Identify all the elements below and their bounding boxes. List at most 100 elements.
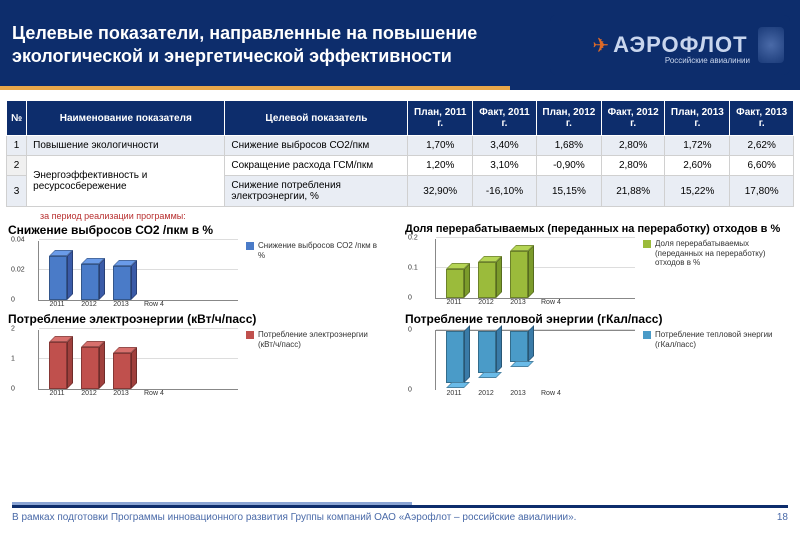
table-header-row: № Наименование показателя Целевой показа… bbox=[7, 101, 794, 136]
x-labels: 2011 2012 2013 Row 4 bbox=[445, 299, 783, 306]
chart-bar bbox=[478, 331, 496, 391]
y-tick: 0 bbox=[11, 297, 15, 304]
x-label: 2013 bbox=[509, 299, 527, 306]
chart-plot: 00.020.04 bbox=[38, 241, 238, 301]
y-tick: 0.04 bbox=[11, 237, 25, 244]
gridline bbox=[39, 239, 238, 240]
col-target: Целевой показатель bbox=[225, 101, 408, 136]
legend-label: Потребление тепловой энергии (гКал/пасс) bbox=[655, 330, 783, 349]
x-label: 2012 bbox=[80, 390, 98, 397]
y-tick: 0 bbox=[408, 327, 412, 334]
cell-value: 6,60% bbox=[730, 156, 794, 176]
aeroflot-logo: ✈ АЭРОФЛОТ Российские авиалинии bbox=[550, 15, 790, 75]
cell-value: 1,72% bbox=[665, 136, 730, 156]
col-plan-2012: План, 2012 г. bbox=[536, 101, 601, 136]
chart-bar bbox=[446, 238, 464, 298]
x-labels: 2011 2012 2013 Row 4 bbox=[48, 390, 386, 397]
chart-bar bbox=[49, 240, 67, 300]
page-number: 18 bbox=[777, 512, 788, 523]
chart-bar bbox=[542, 238, 560, 298]
chart-heat: Потребление тепловой энергии (гКал/пасс)… bbox=[405, 312, 792, 397]
cell-value: 17,80% bbox=[730, 176, 794, 207]
cell-idx: 1 bbox=[7, 136, 27, 156]
cell-value: 1,70% bbox=[408, 136, 473, 156]
col-plan-2013: План, 2013 г. bbox=[665, 101, 730, 136]
cell-value: 1,20% bbox=[408, 156, 473, 176]
cell-value: -16,10% bbox=[473, 176, 537, 207]
chart-bar bbox=[510, 238, 528, 298]
y-tick: 0 bbox=[11, 386, 15, 393]
x-label: 2013 bbox=[112, 301, 130, 308]
legend-swatch bbox=[246, 242, 254, 250]
cell-value: -0,90% bbox=[536, 156, 601, 176]
chart-bar bbox=[542, 331, 560, 391]
cell-target: Снижение потребления электроэнергии, % bbox=[225, 176, 408, 207]
cell-value: 15,15% bbox=[536, 176, 601, 207]
cell-value: 3,40% bbox=[473, 136, 537, 156]
cell-value: 2,62% bbox=[730, 136, 794, 156]
logo-badge-icon bbox=[758, 27, 784, 63]
col-fact-2013: Факт, 2013 г. bbox=[730, 101, 794, 136]
indicators-table: № Наименование показателя Целевой показа… bbox=[6, 100, 794, 207]
col-plan-2011: План, 2011 г. bbox=[408, 101, 473, 136]
x-label: 2011 bbox=[445, 299, 463, 306]
slide-header: Целевые показатели, направленные на повы… bbox=[0, 0, 800, 90]
x-label: Row 4 bbox=[144, 390, 162, 397]
cell-value: 2,80% bbox=[601, 156, 665, 176]
chart-co2: Снижение выбросов СО2 /пкм в % 00.020.04… bbox=[8, 223, 395, 308]
table-row: 2 Энергоэффективность и ресурсосбережени… bbox=[7, 156, 794, 176]
y-tick: 0.1 bbox=[408, 265, 418, 272]
x-label: Row 4 bbox=[144, 301, 162, 308]
y-tick: 0.02 bbox=[11, 267, 25, 274]
chart-legend: Снижение выбросов СО2 /пкм в % bbox=[246, 241, 386, 301]
chart-bar bbox=[81, 240, 99, 300]
chart-legend: Потребление электроэнергии (кВт/ч/пасс) bbox=[246, 330, 386, 390]
program-period-note: за период реализации программы: bbox=[40, 211, 800, 221]
col-idx: № bbox=[7, 101, 27, 136]
cell-name: Энергоэффективность и ресурсосбережение bbox=[27, 156, 225, 207]
x-label: 2013 bbox=[112, 390, 130, 397]
x-label: Row 4 bbox=[541, 390, 559, 397]
x-label: 2013 bbox=[509, 390, 527, 397]
chart-bar bbox=[478, 238, 496, 298]
x-label: 2012 bbox=[477, 299, 495, 306]
x-label: 2012 bbox=[477, 390, 495, 397]
chart-bar bbox=[446, 331, 464, 391]
table-body: 1 Повышение экологичности Снижение выбро… bbox=[7, 136, 794, 207]
cell-value: 1,68% bbox=[536, 136, 601, 156]
chart-bar bbox=[113, 240, 131, 300]
x-label: 2011 bbox=[48, 301, 66, 308]
cell-value: 2,80% bbox=[601, 136, 665, 156]
cell-value: 3,10% bbox=[473, 156, 537, 176]
chart-plot: 012 bbox=[38, 330, 238, 390]
y-tick: 0 bbox=[408, 387, 412, 394]
y-tick: 0 bbox=[408, 295, 412, 302]
x-label: 2011 bbox=[445, 390, 463, 397]
x-label: 2011 bbox=[48, 390, 66, 397]
footer-text: В рамках подготовки Программы инновацион… bbox=[12, 512, 576, 523]
chart-plot: 00.10.2 bbox=[435, 239, 635, 299]
y-tick: 2 bbox=[11, 326, 15, 333]
chart-legend: Доля перерабатываемых (переданных на пер… bbox=[643, 239, 783, 299]
legend-swatch bbox=[246, 331, 254, 339]
col-fact-2012: Факт, 2012 г. bbox=[601, 101, 665, 136]
cell-value: 21,88% bbox=[601, 176, 665, 207]
chart-heat-title: Потребление тепловой энергии (гКал/пасс) bbox=[405, 312, 792, 326]
chart-waste-title: Доля перерабатываемых (переданных на пер… bbox=[405, 223, 792, 235]
chart-waste: Доля перерабатываемых (переданных на пер… bbox=[405, 223, 792, 308]
table-row: 1 Повышение экологичности Снижение выбро… bbox=[7, 136, 794, 156]
chart-bar bbox=[49, 329, 67, 389]
x-label: Row 4 bbox=[541, 299, 559, 306]
cell-target: Сокращение расхода ГСМ/пкм bbox=[225, 156, 408, 176]
gridline bbox=[436, 237, 635, 238]
chart-plot: 00 bbox=[435, 330, 635, 390]
cell-name: Повышение экологичности bbox=[27, 136, 225, 156]
chart-elec-title: Потребление электроэнергии (кВт/ч/пасс) bbox=[8, 312, 395, 326]
logo-wing-icon: ✈ bbox=[592, 33, 609, 58]
indicators-table-wrap: № Наименование показателя Целевой показа… bbox=[6, 100, 794, 207]
cell-value: 32,90% bbox=[408, 176, 473, 207]
col-name: Наименование показателя bbox=[27, 101, 225, 136]
y-tick: 0.2 bbox=[408, 235, 418, 242]
slide-footer: В рамках подготовки Программы инновацион… bbox=[12, 505, 788, 523]
cell-value: 2,60% bbox=[665, 156, 730, 176]
